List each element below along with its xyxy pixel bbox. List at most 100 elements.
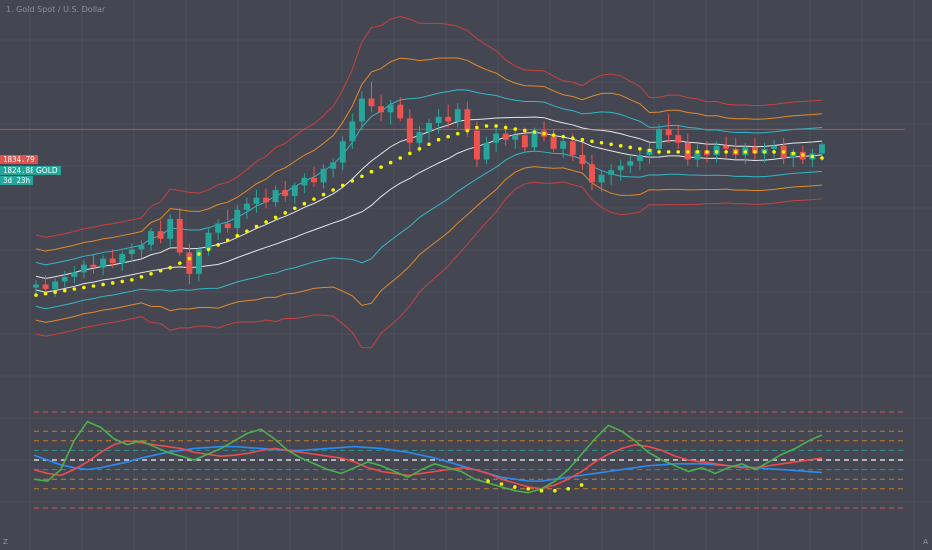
psar-dot (283, 211, 288, 215)
candle-body (243, 203, 250, 210)
candle-body (387, 104, 394, 113)
psar-dot (427, 142, 431, 147)
psar-dot (618, 144, 623, 148)
osc-psar-dot (579, 483, 584, 487)
psar-dot (676, 150, 681, 154)
psar-dot (695, 150, 700, 154)
candle-body (694, 150, 701, 160)
candle-body (464, 109, 471, 131)
psar-dot (580, 137, 585, 142)
candle-body (148, 231, 154, 245)
psar-dot (599, 140, 604, 145)
psar-dot (43, 291, 48, 296)
psar-dot (494, 124, 498, 128)
candle-body (617, 165, 624, 171)
candle-body (493, 133, 500, 143)
psar-dot (820, 156, 824, 160)
band-lower-line (35, 166, 823, 323)
candle-body (195, 249, 202, 274)
psar-dot (523, 128, 527, 133)
candle-body (253, 197, 260, 204)
candle-body (608, 170, 615, 175)
psar-dot (369, 169, 374, 174)
psar-dot (120, 279, 125, 284)
psar-dot (72, 287, 77, 291)
psar-dot (331, 188, 335, 192)
candle-body (167, 218, 174, 239)
psar-dot (657, 150, 661, 154)
candle-body (473, 130, 480, 160)
psar-dot (570, 136, 575, 140)
psar-dot (772, 150, 776, 154)
psar-dot (762, 150, 767, 154)
candle-body (119, 254, 126, 264)
psar-dot (82, 285, 86, 290)
psar-dot (197, 252, 201, 256)
osc-psar-dot (486, 479, 490, 483)
candle-body (339, 141, 346, 163)
psar-dot (53, 290, 57, 294)
candle-body (330, 162, 337, 169)
psar-dot (666, 150, 671, 154)
corner-left-label: Z (3, 538, 8, 546)
candle-body (579, 154, 586, 165)
candle-body (569, 141, 576, 155)
band-upper-line (35, 15, 823, 238)
candle-body (80, 264, 87, 273)
psar-dot (360, 174, 364, 179)
osc-green-line (33, 420, 823, 494)
osc-blue-line (33, 445, 823, 482)
candle-body (627, 161, 634, 166)
psar-dot (340, 183, 345, 188)
band-lower-line (35, 150, 823, 310)
osc-red-line (33, 439, 823, 490)
candle-body (349, 121, 356, 142)
candle-body (588, 164, 595, 183)
upper-price-tag: 1834.79 (0, 155, 38, 164)
candle-body (598, 174, 605, 183)
psar-dot (542, 131, 546, 136)
candle-body (282, 190, 289, 197)
psar-dot (590, 139, 594, 144)
candle-body (636, 154, 643, 162)
psar-dot (254, 224, 259, 229)
psar-dot (810, 154, 815, 159)
osc-psar-dot (499, 482, 504, 486)
psar-dot (187, 256, 192, 261)
psar-dot (149, 272, 153, 276)
psar-dot (532, 130, 537, 134)
psar-dot (801, 153, 805, 157)
candle-body (61, 276, 68, 282)
psar-dot (714, 150, 719, 154)
candle-body (531, 130, 538, 148)
candle-body (263, 197, 270, 203)
candle-body (301, 177, 308, 186)
psar-dot (638, 147, 642, 151)
psar-dot (91, 284, 96, 288)
candle-body (71, 272, 78, 277)
psar-dot (561, 134, 565, 139)
osc-psar-dot (553, 488, 557, 493)
candle-body (665, 129, 672, 136)
psar-dot (436, 137, 441, 142)
psar-dot (724, 150, 728, 154)
psar-dot (302, 201, 307, 206)
candle-body (378, 106, 385, 113)
candle-body (33, 284, 39, 288)
psar-dot (235, 233, 240, 238)
psar-dot (130, 278, 134, 282)
candle-body (311, 177, 317, 183)
psar-dot (62, 288, 67, 293)
psar-dot (475, 125, 479, 130)
osc-psar-dot (566, 487, 571, 491)
psar-dot (168, 265, 172, 270)
psar-dot (350, 179, 355, 183)
psar-dot (206, 247, 211, 252)
candle-body (445, 116, 452, 122)
candle-body (109, 258, 116, 264)
psar-dot (398, 156, 403, 160)
psar-dot (321, 192, 326, 197)
band-upper-line (35, 57, 823, 252)
psar-dot (225, 238, 230, 243)
